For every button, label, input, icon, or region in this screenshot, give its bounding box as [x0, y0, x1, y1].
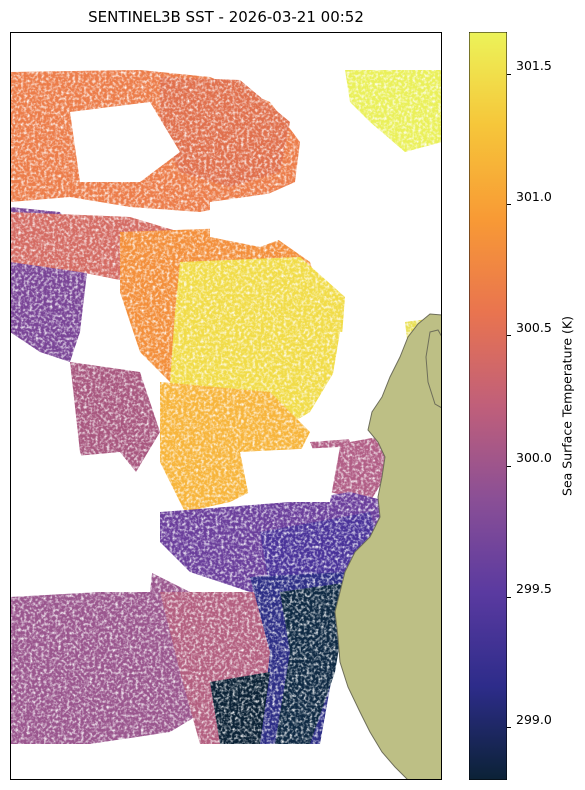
island: [425, 329, 442, 409]
colorbar-ticks: 299.0 299.5 300.0 300.5 301.0 301.5: [507, 32, 577, 780]
colorbar-tick: 300.5: [507, 320, 552, 343]
map-title: SENTINEL3B SST - 2026-03-21 00:52: [88, 8, 364, 26]
colorbar-tick-label: 300.5: [516, 319, 552, 335]
colorbar-label: Sea Surface Temperature (K): [559, 316, 575, 496]
colorbar-tick: 299.5: [507, 581, 552, 604]
colorbar-tick-label: 301.5: [516, 58, 552, 73]
colorbar-tick: 301.5: [507, 58, 552, 81]
sst-map: [10, 32, 442, 780]
colorbar: [469, 32, 507, 780]
nodata-mask: [10, 32, 442, 780]
colorbar-tick-label: 299.5: [516, 581, 552, 597]
colorbar-tick-label: 300.0: [516, 450, 552, 466]
colorbar-tick: 300.0: [507, 450, 552, 473]
colorbar-tick: 301.0: [507, 189, 552, 212]
colorbar-tick: 299.0: [507, 712, 552, 735]
colorbar-tick-label: 299.0: [516, 711, 552, 727]
colorbar-tick-label: 301.0: [516, 188, 552, 204]
land: [334, 313, 442, 780]
